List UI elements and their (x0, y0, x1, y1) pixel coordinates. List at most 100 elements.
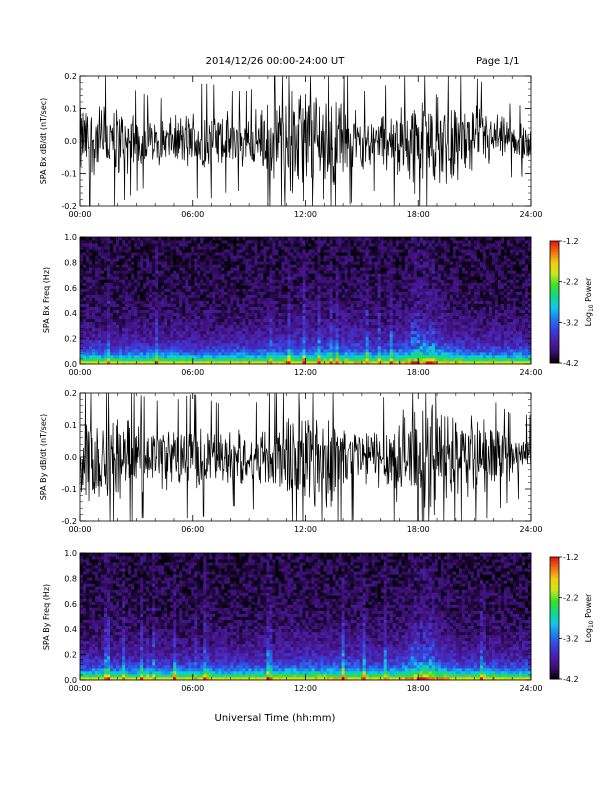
spectrogram-cell (389, 300, 394, 304)
spectrogram-cell (452, 312, 457, 317)
spectrogram-cell (98, 336, 102, 341)
spectrogram-cell (419, 330, 424, 335)
spectrogram-cell (212, 288, 216, 292)
spectrogram-cell (455, 321, 460, 326)
spectrogram-cell (434, 285, 439, 289)
spectrogram-cell (287, 342, 291, 347)
spectrogram-cell (173, 291, 177, 295)
spectrogram-cell (437, 282, 442, 286)
spectrogram-cell (188, 327, 192, 332)
spectrogram-cell (296, 342, 300, 347)
spectrogram-cell (161, 345, 165, 350)
spectrogram-cell (305, 339, 309, 344)
spectrogram-cell (464, 279, 469, 283)
spectrogram-cell (89, 312, 93, 317)
spectrogram-cell (422, 270, 427, 274)
spectrogram-cell (365, 291, 370, 295)
spectrogram-cell (218, 357, 222, 362)
spectrogram-cell (119, 294, 123, 298)
spectrogram-cell (305, 309, 309, 313)
spectrogram-cell (503, 273, 508, 277)
spectrogram-cell (281, 285, 285, 289)
spectrogram-cell (170, 321, 174, 326)
spectrogram-cell (245, 303, 249, 307)
spectrogram-cell (476, 300, 481, 304)
spectrogram-cell (128, 273, 132, 277)
spectrogram-cell (500, 345, 505, 350)
spectrogram-cell (473, 288, 478, 292)
spectrogram-cell (410, 336, 415, 341)
spectrogram-cell (383, 273, 388, 277)
spectrogram-cell (383, 276, 388, 280)
spectrogram-cell (254, 303, 258, 307)
spectrogram-cell (518, 324, 523, 329)
spectrogram-cell (161, 297, 165, 301)
x-tick-label: 12:00 (294, 210, 317, 219)
spectrogram-cell (206, 270, 210, 274)
spectrogram-cell (392, 276, 397, 280)
spectrogram-cell (404, 327, 409, 332)
spectrogram-cell (140, 333, 144, 338)
spectrogram-cell (425, 276, 430, 280)
spectrogram-cell (218, 279, 222, 283)
spectrogram-cell (461, 273, 466, 277)
spectrogram-cell (245, 270, 249, 274)
spectrogram-cell (80, 357, 84, 362)
spectrogram-cell (230, 324, 234, 329)
spectrogram-cell (194, 276, 198, 280)
spectrogram-cell (155, 267, 159, 271)
spectrogram-cell (86, 270, 90, 274)
spectrogram-cell (422, 288, 427, 292)
spectrogram-cell (269, 270, 273, 274)
spectrogram-cell (275, 267, 279, 271)
spectrogram-cell (188, 270, 192, 274)
spectrogram-cell (398, 303, 403, 307)
spectrogram-cell (95, 306, 99, 310)
spectrogram-cell (110, 291, 114, 295)
bx-spectrogram-cells (80, 237, 532, 365)
spectrogram-cell (413, 285, 418, 289)
spectrogram-cell (332, 291, 336, 295)
spectrogram-cell (242, 291, 246, 295)
spectrogram-cell (116, 348, 120, 353)
spectrogram-cell (434, 354, 439, 359)
spectrogram-cell (260, 357, 264, 362)
spectrogram-cell (251, 333, 255, 338)
spectrogram-cell (470, 357, 475, 362)
spectrogram-cell (188, 306, 192, 310)
spectrogram-cell (182, 303, 186, 307)
spectrogram-cell (170, 318, 174, 323)
spectrogram-cell (164, 324, 168, 329)
spectrogram-cell (302, 357, 306, 362)
spectrogram-cell (512, 270, 517, 274)
spectrogram-cell (419, 336, 424, 341)
spectrogram-cell (500, 267, 505, 271)
spectrogram-cell (197, 318, 201, 323)
spectrogram-cell (329, 294, 333, 298)
spectrogram-cell (368, 294, 373, 298)
spectrogram-cell (170, 315, 174, 320)
spectrogram-cell (137, 360, 141, 365)
spectrogram-cell (110, 267, 114, 271)
spectrogram-cell (470, 321, 475, 326)
spectrogram-cell (275, 270, 279, 274)
spectrogram-cell (521, 267, 526, 271)
spectrogram-cell (485, 291, 490, 295)
spectrogram-cell (200, 303, 204, 307)
spectrogram-cell (359, 333, 364, 338)
spectrogram-cell (158, 339, 162, 344)
spectrogram-cell (101, 267, 105, 271)
spectrogram-cell (260, 315, 264, 320)
spectrogram-cell (521, 276, 526, 280)
spectrogram-cell (113, 309, 117, 313)
spectrogram-cell (191, 288, 195, 292)
spectrogram-cell (398, 306, 403, 310)
spectrogram-cell (347, 357, 351, 362)
spectrogram-cell (527, 318, 532, 323)
spectrogram-cell (314, 333, 318, 338)
spectrogram-cell (269, 360, 273, 365)
spectrogram-cell (230, 345, 234, 350)
spectrogram-cell (107, 282, 111, 286)
spectrogram-cell (221, 360, 225, 365)
spectrogram-cell (137, 321, 141, 326)
